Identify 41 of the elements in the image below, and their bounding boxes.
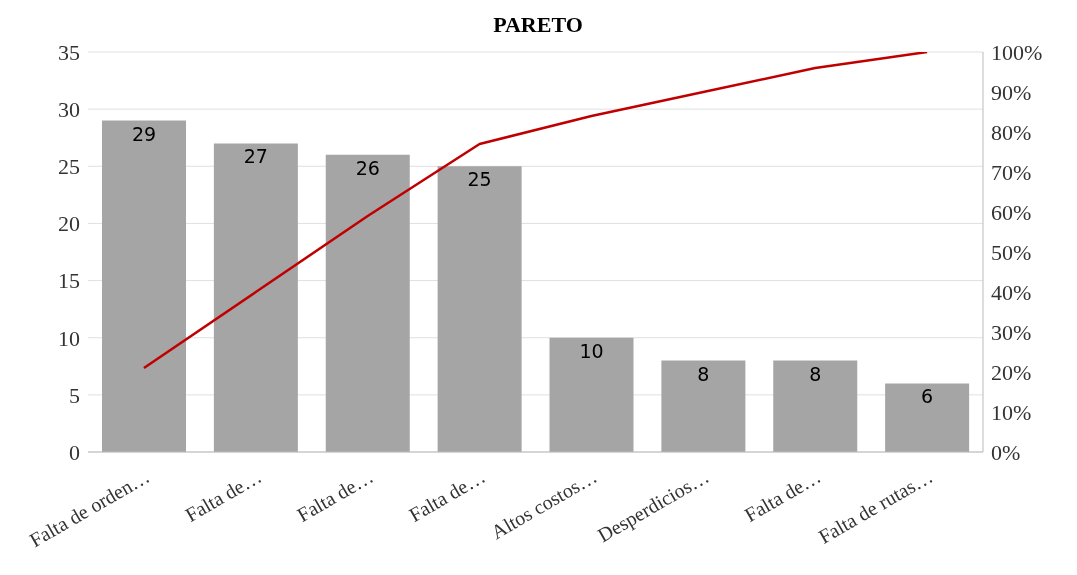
- y-tick-label: 15: [58, 268, 80, 294]
- y-tick-label: 5: [69, 382, 80, 408]
- data-label: 26: [355, 156, 380, 179]
- data-label: 10: [579, 339, 604, 362]
- bar: [549, 337, 634, 452]
- y-tick-label: 0: [69, 439, 80, 465]
- chart-title: PARETO: [493, 12, 583, 37]
- bar: [325, 154, 410, 452]
- x-tick-label: Falta de…: [740, 464, 825, 526]
- y2-tick-label: 0%: [991, 439, 1021, 465]
- data-label: 29: [131, 122, 157, 145]
- y2-tick-label: 10%: [991, 399, 1032, 425]
- data-label: 27: [243, 145, 268, 168]
- y2-tick-label: 40%: [991, 279, 1032, 305]
- y2-tick-label: 80%: [991, 119, 1032, 145]
- bar: [437, 166, 522, 452]
- data-label: 8: [697, 362, 710, 385]
- y2-tick-label: 90%: [991, 79, 1032, 105]
- y2-tick-label: 20%: [991, 359, 1032, 385]
- data-label: 8: [809, 362, 822, 385]
- bar: [102, 120, 186, 452]
- y-tick-label: 30: [58, 96, 80, 122]
- x-tick-label: Falta de orden…: [25, 464, 154, 552]
- bar: [661, 360, 746, 452]
- x-tick-label: Falta de…: [405, 464, 489, 526]
- y2-tick-label: 100%: [991, 39, 1043, 65]
- data-label: 25: [467, 168, 492, 191]
- bar: [773, 360, 858, 452]
- x-tick-label: Falta de…: [293, 464, 377, 526]
- x-tick-label: Falta de…: [181, 464, 266, 526]
- y2-tick-label: 30%: [991, 319, 1032, 345]
- y-tick-label: 35: [58, 39, 80, 65]
- y2-tick-label: 50%: [991, 239, 1032, 265]
- y-tick-label: 10: [58, 325, 80, 351]
- y-tick-label: 20: [58, 211, 80, 237]
- bar: [885, 383, 970, 452]
- y2-tick-label: 70%: [991, 159, 1032, 185]
- data-label: 6: [921, 385, 934, 408]
- y-tick-label: 25: [58, 154, 80, 180]
- y2-tick-label: 60%: [991, 199, 1032, 225]
- bar: [213, 143, 298, 452]
